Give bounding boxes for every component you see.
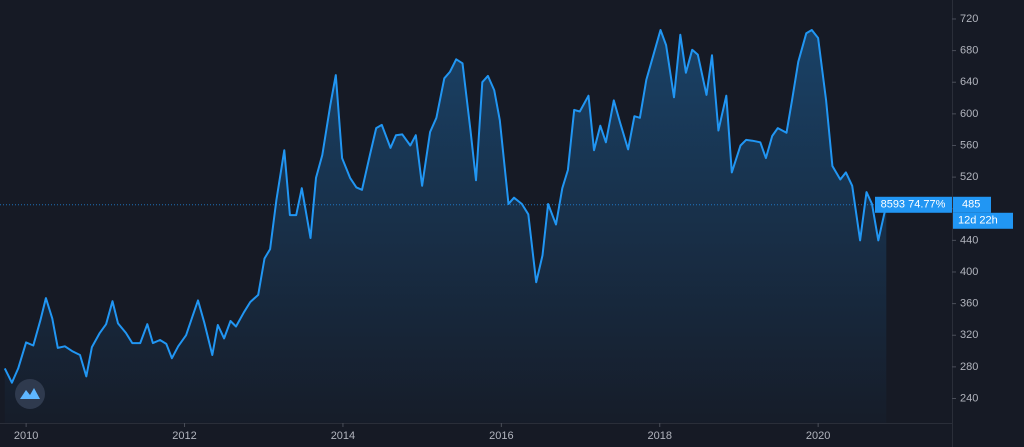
y-tick-label: 720 xyxy=(960,13,978,25)
x-tick-label: 2014 xyxy=(331,430,355,442)
x-tick-label: 2010 xyxy=(14,430,38,442)
logo-icon xyxy=(20,388,40,399)
y-tick-label: 560 xyxy=(960,139,978,151)
logo[interactable] xyxy=(15,379,45,409)
y-tick-label: 600 xyxy=(960,108,978,120)
x-tick-label: 2016 xyxy=(489,430,513,442)
y-tick-label: 400 xyxy=(960,266,978,278)
change-badge xyxy=(875,196,952,213)
countdown-label: 12d 22h xyxy=(958,215,998,227)
countdown-badge xyxy=(953,212,1013,229)
price-badge xyxy=(953,196,991,213)
y-tick-label: 440 xyxy=(960,234,978,246)
area xyxy=(4,30,887,423)
y-tick-label: 640 xyxy=(960,76,978,88)
change-label: 8593 74.77% xyxy=(881,199,946,211)
y-tick-label: 680 xyxy=(960,45,978,57)
line xyxy=(3,29,888,384)
x-tick-label: 2020 xyxy=(806,430,830,442)
y-tick-label: 240 xyxy=(960,392,978,404)
y-tick-label: 320 xyxy=(960,329,978,341)
x-tick-label: 2012 xyxy=(172,430,196,442)
price-label: 485 xyxy=(962,199,980,211)
y-tick-label: 280 xyxy=(960,361,978,373)
y-tick-label: 360 xyxy=(960,298,978,310)
y-tick-label: 520 xyxy=(960,171,978,183)
x-tick-label: 2018 xyxy=(648,430,672,442)
